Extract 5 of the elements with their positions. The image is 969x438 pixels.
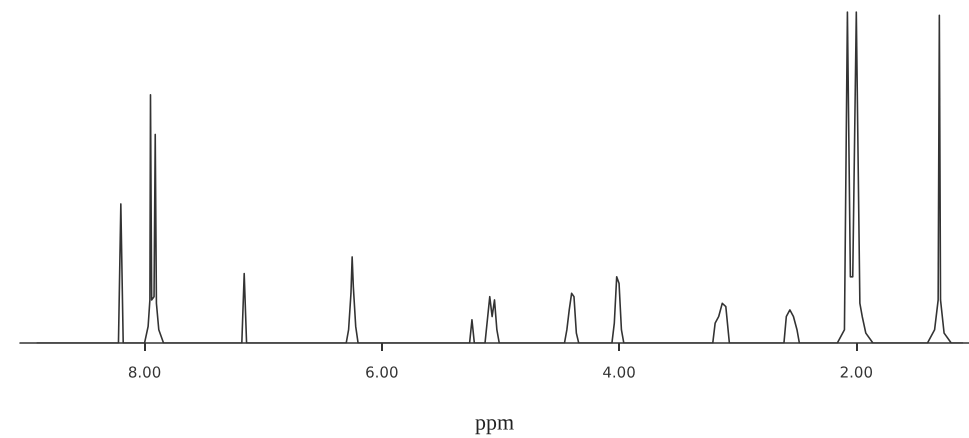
x-tick-label: 6.00: [365, 364, 399, 382]
x-tick-label: 8.00: [128, 364, 162, 382]
x-tick-label: 4.00: [602, 364, 636, 382]
x-axis-title: ppm: [474, 410, 514, 434]
x-tick-label: 2.00: [840, 364, 874, 382]
